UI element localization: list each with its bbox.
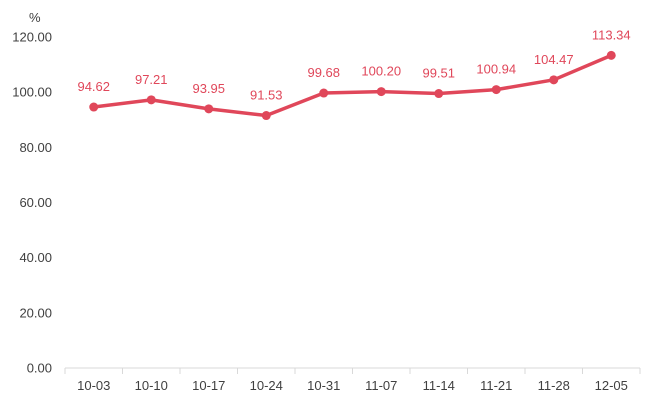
x-tick-label: 10-31 (307, 378, 340, 393)
data-label: 113.34 (592, 27, 631, 42)
y-axis-ticks: 0.00 20.00 40.00 60.00 80.00 100.00 120.00 (12, 30, 52, 376)
data-label: 99.68 (307, 65, 340, 80)
x-tick-label: 10-10 (135, 378, 168, 393)
data-point (549, 75, 559, 85)
x-tick-label: 11-07 (365, 378, 397, 393)
x-tick-label: 11-14 (423, 378, 455, 393)
x-axis (64, 367, 641, 374)
y-tick-label: 120.00 (12, 30, 52, 45)
x-tick-label: 11-28 (538, 378, 570, 393)
y-axis-unit-label: % (29, 10, 41, 25)
data-label: 93.95 (192, 81, 225, 96)
data-point (434, 89, 444, 99)
data-point (204, 104, 214, 114)
series-layer (89, 50, 616, 121)
x-tick-label: 11-21 (480, 378, 512, 393)
data-label: 100.94 (476, 62, 516, 77)
y-tick-label: 20.00 (19, 305, 52, 320)
series-line (92, 53, 614, 118)
data-point (319, 88, 329, 98)
x-tick-label: 10-03 (77, 378, 110, 393)
data-point (89, 102, 99, 112)
y-tick-label: 0.00 (27, 361, 52, 376)
y-tick-label: 60.00 (19, 195, 52, 210)
data-label: 91.53 (250, 88, 283, 103)
data-label: 104.47 (534, 52, 574, 67)
x-tick-label: 10-24 (250, 378, 283, 393)
data-point (376, 87, 386, 97)
y-tick-label: 40.00 (19, 250, 52, 265)
x-tick-label: 12-05 (595, 378, 628, 393)
data-point (491, 85, 501, 95)
data-label: 100.20 (361, 64, 401, 79)
x-axis-ticks: 10-03 10-10 10-17 10-24 10-31 11-07 11-14 11-21… (77, 378, 628, 393)
data-point (146, 95, 156, 105)
data-label: 97.21 (135, 72, 168, 87)
data-point (261, 111, 271, 121)
data-label: 94.62 (77, 79, 110, 94)
data-labels-layer: 94.62 97.21 93.95 91.53 99.68 100.20 99.51 100.… (77, 27, 630, 102)
y-tick-label: 80.00 (19, 140, 52, 155)
x-tick-label: 10-17 (192, 378, 225, 393)
data-label: 99.51 (422, 66, 455, 81)
y-tick-label: 100.00 (12, 85, 52, 100)
data-point (606, 50, 616, 60)
